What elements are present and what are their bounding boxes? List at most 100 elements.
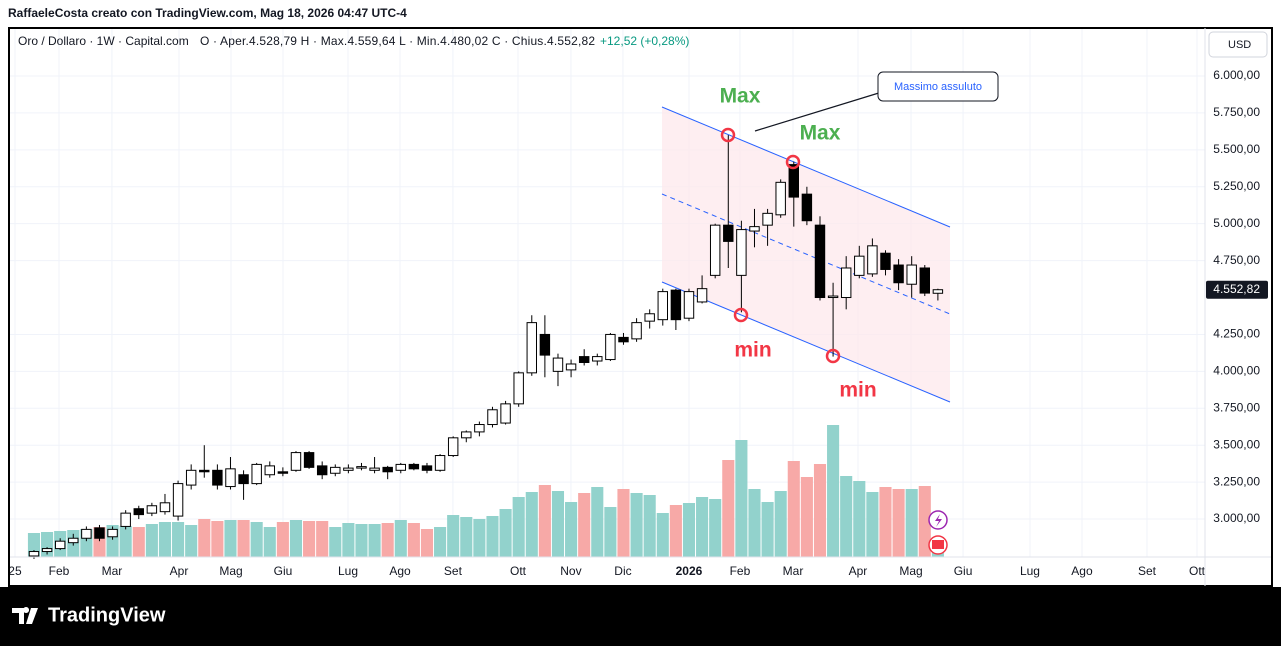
candle-body	[736, 229, 747, 276]
annotation: min	[839, 379, 876, 402]
x-tick-label: Feb	[730, 564, 751, 578]
candle-body	[447, 437, 459, 457]
candle-body	[199, 469, 210, 473]
volume-bar	[800, 477, 813, 557]
candle-body	[81, 528, 92, 539]
candle-body	[840, 267, 852, 299]
candle-body	[919, 267, 931, 294]
x-tick-label: Feb	[49, 564, 70, 578]
candle-body	[762, 212, 773, 226]
candle-body	[225, 468, 236, 488]
candle-body	[631, 322, 642, 340]
volume-bar	[630, 493, 643, 557]
x-tick-label: Nov	[560, 564, 581, 578]
volume-bar	[434, 527, 447, 557]
x-tick-label: Set	[1138, 564, 1157, 578]
y-tick-label: 4.250,00	[1213, 327, 1260, 341]
candle-body	[343, 467, 354, 471]
x-tick-label: Apr	[170, 564, 189, 578]
candle-body	[775, 181, 786, 216]
candle-body	[854, 255, 865, 276]
candle-body	[421, 465, 433, 471]
candle-body	[41, 548, 53, 553]
annotation: Max	[720, 85, 761, 108]
candle-body	[906, 264, 917, 285]
volume-bar	[525, 492, 538, 557]
candle-body	[54, 540, 66, 550]
volume-bar	[905, 489, 918, 557]
volume-bar	[787, 461, 800, 557]
callout-box	[877, 71, 999, 102]
x-tick-label: Set	[444, 564, 463, 578]
candle-body	[277, 471, 289, 474]
candle-body	[408, 463, 420, 470]
y-tick-label: 3.750,00	[1213, 400, 1260, 414]
x-tick-label: Ago	[389, 564, 411, 578]
credit: RaffaeleCosta creato con TradingView.com…	[8, 6, 407, 20]
candle-body	[382, 466, 393, 473]
candle-body	[801, 193, 813, 222]
candle-body	[316, 465, 328, 476]
marker	[720, 127, 736, 143]
volume-bar	[774, 491, 787, 557]
candles	[28, 135, 944, 559]
volume-bar	[656, 513, 669, 557]
x-tick-label: Ott	[1189, 564, 1206, 578]
currency-button[interactable]	[1208, 31, 1268, 58]
candle-body	[749, 226, 760, 232]
volume-bar	[198, 519, 211, 557]
y-tick-label: 6.000,00	[1213, 68, 1260, 82]
legend-symbol: Oro / Dollaro · 1W · Capital.com	[18, 34, 189, 48]
volume-bar	[682, 503, 696, 557]
candle-body	[120, 512, 131, 527]
candle-body	[251, 463, 262, 485]
volume-bar	[617, 489, 630, 557]
volume-bar	[394, 520, 407, 557]
x-tick-label: Giu	[954, 564, 973, 578]
volume-bar	[512, 497, 525, 557]
candle-body	[657, 291, 668, 321]
volume-bar	[473, 519, 486, 557]
candle-body	[788, 164, 800, 198]
volume-bar	[722, 460, 735, 557]
candle-body	[644, 313, 655, 322]
volume-bar	[813, 464, 827, 557]
last-price-label: 4.552,82	[1213, 282, 1260, 296]
y-tick-label: 5.000,00	[1213, 216, 1260, 230]
candle-body	[723, 224, 734, 242]
candle-body	[94, 527, 105, 539]
marker	[825, 348, 841, 364]
channel-upper	[661, 106, 951, 228]
volume-bar	[591, 487, 604, 557]
volume-bar	[303, 521, 316, 557]
candle-body	[578, 356, 590, 364]
candle-body	[513, 372, 524, 405]
volume-bar	[145, 524, 158, 557]
y-tick-label: 5.750,00	[1213, 105, 1260, 119]
volume-bar	[669, 505, 682, 557]
candle-body	[565, 363, 577, 371]
volume-bar	[237, 520, 250, 557]
last-price-tag	[1206, 280, 1268, 299]
candle-body	[290, 452, 302, 471]
volume-bar	[27, 533, 41, 557]
x-tick-label: 2026	[676, 564, 703, 578]
volume-bar	[381, 523, 394, 557]
volume-bar	[866, 492, 879, 557]
candle-body	[670, 289, 682, 321]
volume-bar	[853, 481, 866, 557]
candle-body	[146, 505, 158, 514]
annotation: min	[734, 339, 771, 362]
candle-body	[107, 528, 118, 538]
volume-bar	[709, 499, 722, 557]
x-tick-label: Ago	[1071, 564, 1093, 578]
volume-bar	[119, 526, 132, 557]
volume-bar	[538, 485, 551, 557]
volume-bar	[696, 497, 709, 557]
candle-body	[28, 551, 40, 557]
y-tick-label: 5.250,00	[1213, 179, 1260, 193]
volume-bar	[407, 523, 420, 557]
legend-change: +12,52 (+0,28%)	[600, 34, 689, 48]
y-tick-label: 5.500,00	[1213, 142, 1260, 156]
